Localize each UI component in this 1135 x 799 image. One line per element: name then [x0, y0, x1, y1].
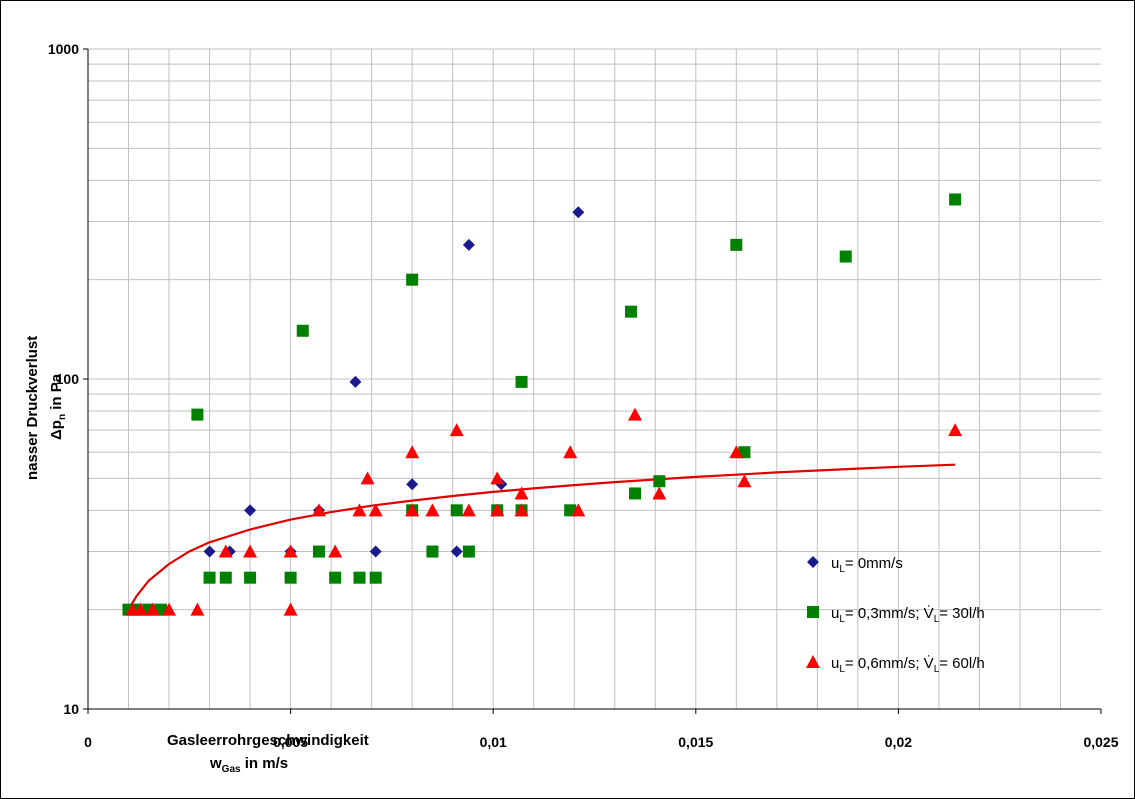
data-point-triangle — [360, 471, 375, 485]
data-point-triangle — [243, 544, 258, 558]
data-point-square — [296, 324, 309, 337]
data-point-triangle — [283, 544, 298, 558]
legend-item-series-3: uL= 0,6mm/s; V̇L= 60l/h — [806, 655, 985, 675]
data-points — [122, 193, 963, 616]
data-point-square — [284, 571, 297, 584]
x-tick-label: 0,01 — [480, 734, 507, 750]
legend-label-series-2: uL= 0,3mm/s; V̇L= 30l/h — [831, 605, 985, 625]
trendline-curve — [127, 463, 956, 611]
data-point-square — [191, 408, 204, 421]
data-point-square — [450, 504, 463, 517]
data-point-square — [515, 375, 528, 388]
data-point-square — [949, 193, 962, 206]
trendline — [127, 463, 956, 611]
y-tick-label: 100 — [56, 371, 80, 387]
data-point-square — [406, 273, 419, 286]
data-point-diamond — [369, 545, 382, 558]
data-point-square — [624, 305, 637, 318]
x-tick-label: 0,025 — [1083, 734, 1118, 750]
data-point-triangle — [514, 503, 529, 517]
data-point-triangle — [490, 471, 505, 485]
legend-triangle-marker — [806, 655, 820, 668]
x-tick-label: 0 — [84, 734, 92, 750]
data-point-triangle — [368, 503, 383, 517]
data-point-triangle — [948, 423, 963, 437]
y-tick-label: 1000 — [48, 41, 79, 57]
data-point-triangle — [563, 445, 578, 459]
data-point-diamond — [450, 545, 463, 558]
data-point-triangle — [283, 602, 298, 616]
data-point-triangle — [628, 407, 643, 421]
data-point-diamond — [203, 545, 216, 558]
data-point-triangle — [425, 503, 440, 517]
data-point-square — [122, 603, 135, 616]
legend-item-series-1: uL= 0mm/s — [807, 555, 903, 575]
legend-item-series-2: uL= 0,3mm/s; V̇L= 30l/h — [807, 605, 985, 625]
legend-square-marker — [807, 606, 819, 618]
data-point-square — [653, 475, 666, 488]
data-point-triangle — [514, 486, 529, 500]
data-point-square — [244, 571, 257, 584]
data-point-square — [219, 571, 232, 584]
data-point-square — [629, 487, 642, 500]
data-point-diamond — [462, 238, 475, 251]
data-point-triangle — [737, 474, 752, 488]
data-point-square — [353, 571, 366, 584]
data-point-triangle — [490, 503, 505, 517]
x-tick-label: 0,015 — [678, 734, 713, 750]
data-point-triangle — [652, 486, 667, 500]
data-point-square — [730, 238, 743, 251]
grid — [88, 48, 1101, 709]
data-point-triangle — [162, 602, 177, 616]
x-tick-label: 0,02 — [885, 734, 912, 750]
data-point-square — [203, 571, 216, 584]
data-point-triangle — [133, 602, 148, 616]
data-point-square — [329, 571, 342, 584]
data-point-diamond — [349, 375, 362, 388]
legend: uL= 0mm/s uL= 0,3mm/s; V̇L= 30l/h uL= 0,… — [806, 555, 985, 675]
data-point-triangle — [311, 503, 326, 517]
data-point-square — [462, 545, 475, 558]
x-tick-label: 0,005 — [273, 734, 308, 750]
data-point-triangle — [352, 503, 367, 517]
legend-label-series-1: uL= 0mm/s — [831, 555, 903, 575]
data-point-square — [839, 250, 852, 263]
data-point-triangle — [328, 544, 343, 558]
data-point-triangle — [218, 544, 233, 558]
data-point-square — [369, 571, 382, 584]
data-point-square — [426, 545, 439, 558]
data-point-triangle — [449, 423, 464, 437]
data-point-triangle — [145, 602, 160, 616]
data-point-diamond — [244, 504, 257, 517]
tick-labels: 0 0,005 0,01 0,015 0,02 0,025 10 100 1000 — [48, 41, 1119, 750]
data-point-triangle — [461, 503, 476, 517]
data-point-triangle — [729, 445, 744, 459]
y-axis-title: nasser Druckverlust — [24, 336, 41, 480]
axes — [83, 48, 1102, 714]
x-axis-title-line2: wGas in m/s — [209, 755, 288, 775]
data-point-triangle — [405, 445, 420, 459]
data-point-triangle — [190, 602, 205, 616]
legend-diamond-marker — [807, 556, 819, 568]
data-point-square — [312, 545, 325, 558]
y-axis-title-line2: Δpn in Pa — [48, 373, 68, 440]
data-point-triangle — [405, 503, 420, 517]
legend-label-series-3: uL= 0,6mm/s; V̇L= 60l/h — [831, 655, 985, 675]
data-point-diamond — [406, 478, 419, 491]
y-tick-label: 10 — [63, 701, 79, 717]
x-axis-title: Gasleerrohrgeschwindigkeit — [167, 732, 369, 749]
data-point-diamond — [572, 206, 585, 219]
data-point-triangle — [571, 503, 586, 517]
